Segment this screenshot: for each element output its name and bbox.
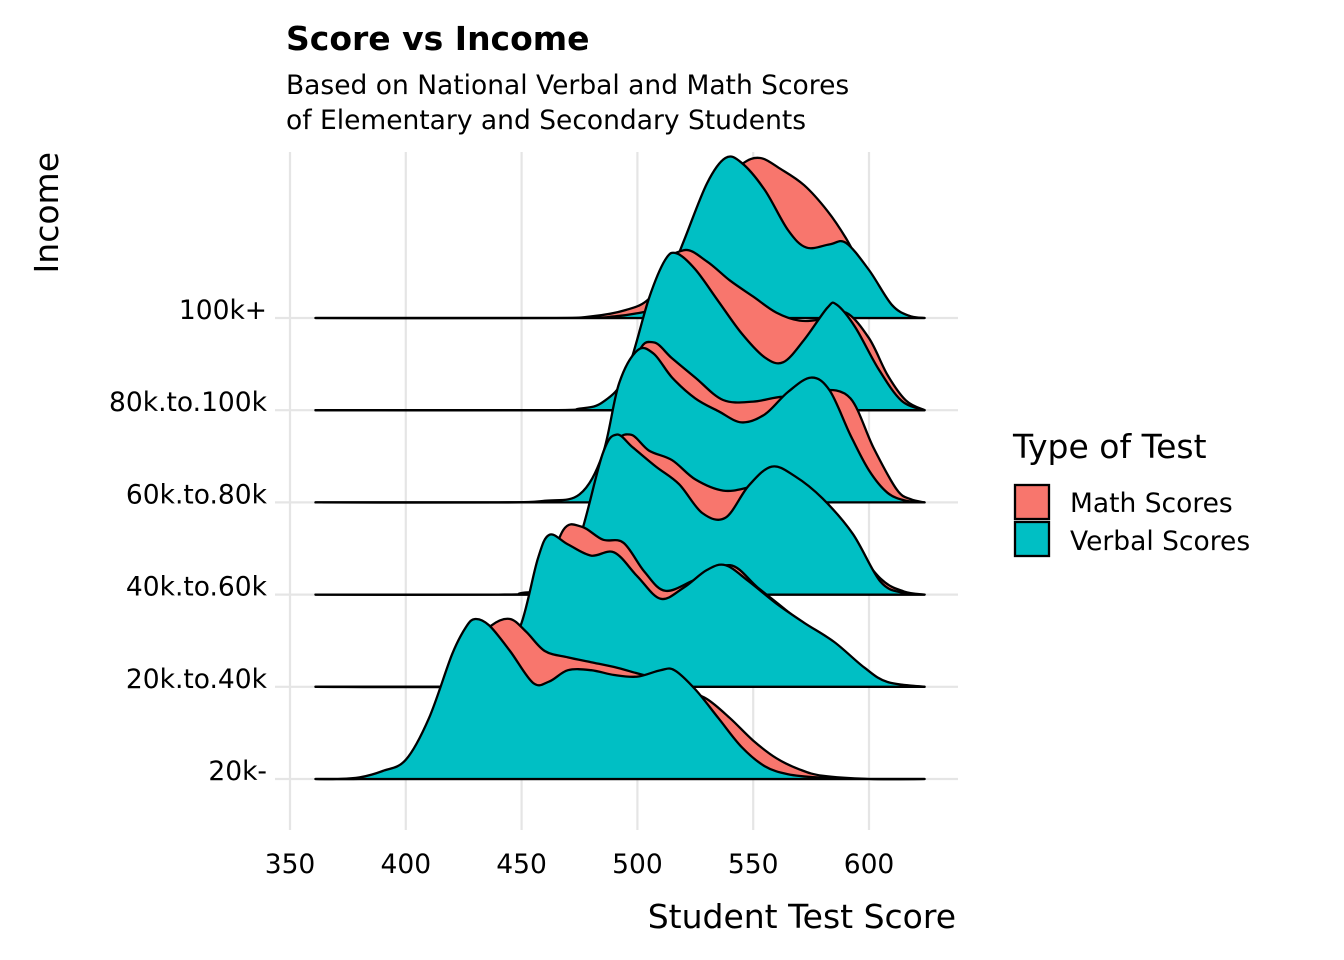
x-tick-labels: 350 400 450 500 550 600 xyxy=(265,849,895,880)
x-tick-label: 450 xyxy=(496,849,547,880)
x-axis-title: Student Test Score xyxy=(648,897,956,936)
x-tick-label: 350 xyxy=(265,849,316,880)
legend-label-math: Math Scores xyxy=(1070,488,1233,519)
ridges xyxy=(314,155,926,781)
legend: Type of Test Math Scores Verbal Scores xyxy=(1012,427,1250,558)
chart-subtitle-line-1: Based on National Verbal and Math Scores xyxy=(286,70,849,101)
y-tick-label: 80k.to.100k xyxy=(109,387,268,418)
x-tick-label: 550 xyxy=(728,849,779,880)
legend-swatch-math xyxy=(1013,483,1051,521)
y-tick-label: 60k.to.80k xyxy=(126,479,268,510)
y-tick-label: 20k- xyxy=(208,756,267,787)
y-tick-label: 20k.to.40k xyxy=(126,664,268,695)
x-tick-label: 500 xyxy=(612,849,663,880)
y-axis-title: Income xyxy=(27,152,66,273)
legend-label-verbal: Verbal Scores xyxy=(1070,526,1250,557)
ridge-verbal-60k-to-80k xyxy=(314,346,926,504)
y-tick-labels: 20k- 20k.to.40k 40k.to.60k 60k.to.80k 80k.to… xyxy=(109,295,268,787)
chart-subtitle-line-2: of Elementary and Secondary Students xyxy=(286,105,806,136)
y-tick-label: 100k+ xyxy=(179,295,267,326)
ridge-verbal-80k-to-100k xyxy=(314,251,926,412)
legend-title: Type of Test xyxy=(1012,427,1207,466)
ridge-verbal-100k xyxy=(314,155,926,320)
x-tick-label: 600 xyxy=(844,849,895,880)
y-tick-label: 40k.to.60k xyxy=(126,572,268,603)
legend-swatch-verbal xyxy=(1013,520,1051,558)
x-tick-label: 400 xyxy=(381,849,432,880)
ridge-verbal-20k xyxy=(314,617,926,781)
chart-title: Score vs Income xyxy=(286,19,590,58)
